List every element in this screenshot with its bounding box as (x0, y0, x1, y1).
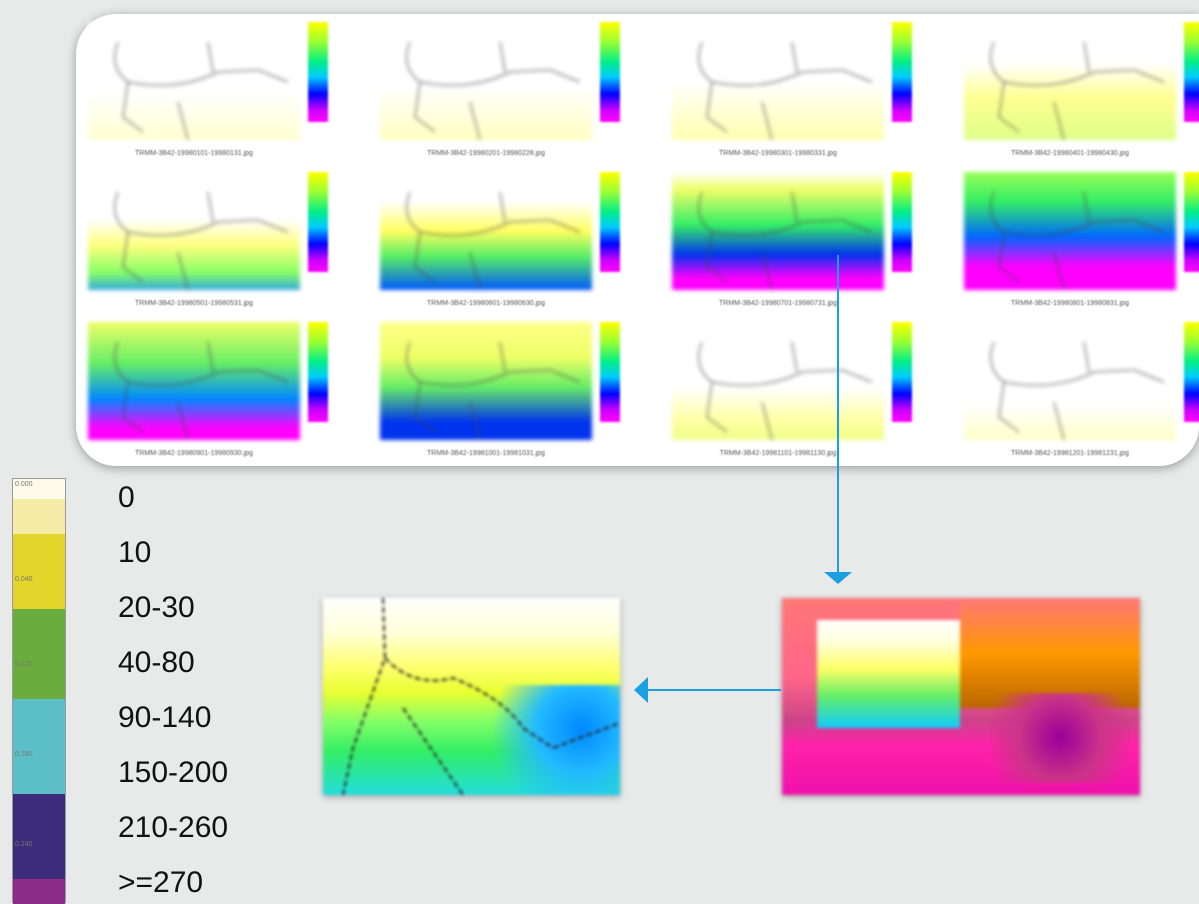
arrow-head (824, 572, 852, 584)
map-borders (380, 322, 592, 440)
thumbnail-map (672, 322, 884, 440)
thumbnail-color-bar (600, 22, 620, 122)
legend-label: 90-140 (118, 703, 211, 733)
thumbnail-caption: TRMM-3B42-19980701-19980731.jpg (672, 300, 884, 307)
legend-scale-label: 0.240 (15, 841, 33, 848)
legend-scale-label: 0.180 (15, 751, 33, 758)
thumbnail: TRMM-3B42-19980901-19980930.jpg (88, 322, 333, 467)
legend-label: 0 (118, 483, 135, 513)
thumbnail-map (380, 22, 592, 140)
thumbnail-map (964, 322, 1176, 440)
thumbnail: TRMM-3B42-19981001-19981031.jpg (380, 322, 625, 467)
legend-color-bar: 0.000 0.040 0.120 0.180 0.240 (12, 478, 66, 903)
map-borders (964, 22, 1176, 140)
legend-label: 20-30 (118, 593, 195, 623)
legend-swatch (13, 609, 65, 699)
thumbnail: TRMM-3B42-19980401-19980430.jpg (964, 22, 1199, 167)
thumbnail-color-bar (600, 322, 620, 422)
thumbnail-color-bar (600, 172, 620, 272)
legend-label: 210-260 (118, 813, 228, 843)
thumbnail-caption: TRMM-3B42-19980501-19980531.jpg (88, 300, 300, 307)
thumbnail-caption: TRMM-3B42-19980801-19980831.jpg (964, 300, 1176, 307)
zoom-window (817, 620, 960, 728)
thumbnail-map (88, 172, 300, 290)
legend-swatch (13, 794, 65, 879)
map-region (990, 693, 1130, 783)
thumbnail-caption: TRMM-3B42-19980901-19980930.jpg (88, 450, 300, 457)
thumbnail-map (380, 322, 592, 440)
map-borders (88, 22, 300, 140)
thumbnail-map (672, 172, 884, 290)
thumbnail-caption: TRMM-3B42-19980401-19980430.jpg (964, 150, 1176, 157)
thumbnail-caption: TRMM-3B42-19980201-19980228.jpg (380, 150, 592, 157)
legend-swatch (13, 534, 65, 609)
thumbnail-caption: TRMM-3B42-19981001-19981031.jpg (380, 450, 592, 457)
thumbnail-map (672, 22, 884, 140)
thumbnail: TRMM-3B42-19980101-19980131.jpg (88, 22, 333, 167)
map-borders (323, 598, 620, 795)
thumbnail-caption: TRMM-3B42-19980601-19980630.jpg (380, 300, 592, 307)
thumbnail: TRMM-3B42-19980201-19980228.jpg (380, 22, 625, 167)
legend-label: 10 (118, 538, 151, 568)
map-borders (88, 322, 300, 440)
legend-scale-label: 0.000 (15, 481, 33, 488)
map-borders (672, 22, 884, 140)
map-borders (380, 172, 592, 290)
map-borders (672, 322, 884, 440)
thumbnail-color-bar (308, 322, 328, 422)
legend-label: >=270 (118, 868, 203, 898)
thumbnail-map (964, 172, 1176, 290)
thumbnail-map (88, 22, 300, 140)
thumbnail-color-bar (308, 172, 328, 272)
thumbnail-caption: TRMM-3B42-19981101-19981130.jpg (672, 450, 884, 457)
thumbnail-caption: TRMM-3B42-19980101-19980131.jpg (88, 150, 300, 157)
legend-label: 150-200 (118, 758, 228, 788)
thumbnail: TRMM-3B42-19980501-19980531.jpg (88, 172, 333, 317)
map-region (960, 598, 1140, 708)
thumbnail: TRMM-3B42-19981101-19981130.jpg (672, 322, 917, 467)
legend-swatch (13, 499, 65, 534)
arrow-head (634, 677, 648, 703)
thumbnail-map (964, 22, 1176, 140)
thumbnail: TRMM-3B42-19981201-19981231.jpg (964, 322, 1199, 467)
thumbnail-color-bar (1184, 322, 1199, 422)
legend-swatch (13, 879, 65, 904)
legend-scale-label: 0.040 (15, 576, 33, 583)
legend-scale-label: 0.120 (15, 661, 33, 668)
thumbnail-map (88, 322, 300, 440)
zoomed-map (323, 598, 620, 795)
legend-label: 40-80 (118, 648, 195, 678)
thumbnail: TRMM-3B42-19980601-19980630.jpg (380, 172, 625, 317)
map-borders (88, 172, 300, 290)
thumbnail-caption: TRMM-3B42-19981201-19981231.jpg (964, 450, 1176, 457)
thumbnail: TRMM-3B42-19980701-19980731.jpg (672, 172, 917, 317)
thumbnail-color-bar (1184, 22, 1199, 122)
thumbnail-color-bar (1184, 172, 1199, 272)
thumbnail-color-bar (892, 172, 912, 272)
thumbnail-panel: TRMM-3B42-19980101-19980131.jpg TRMM-3B42… (76, 14, 1199, 466)
map-borders (964, 172, 1176, 290)
map-borders (964, 322, 1176, 440)
map-borders (672, 172, 884, 290)
thumbnail-color-bar (308, 22, 328, 122)
thumbnail-map (380, 172, 592, 290)
map-borders (380, 22, 592, 140)
thumbnail-caption: TRMM-3B42-19980301-19980331.jpg (672, 150, 884, 157)
overview-map (782, 598, 1140, 795)
slide: TRMM-3B42-19980101-19980131.jpg TRMM-3B42… (0, 0, 1199, 903)
thumbnail: TRMM-3B42-19980301-19980331.jpg (672, 22, 917, 167)
thumbnail-color-bar (892, 322, 912, 422)
thumbnail-color-bar (892, 22, 912, 122)
legend-swatch (13, 699, 65, 794)
thumbnail: TRMM-3B42-19980801-19980831.jpg (964, 172, 1199, 317)
